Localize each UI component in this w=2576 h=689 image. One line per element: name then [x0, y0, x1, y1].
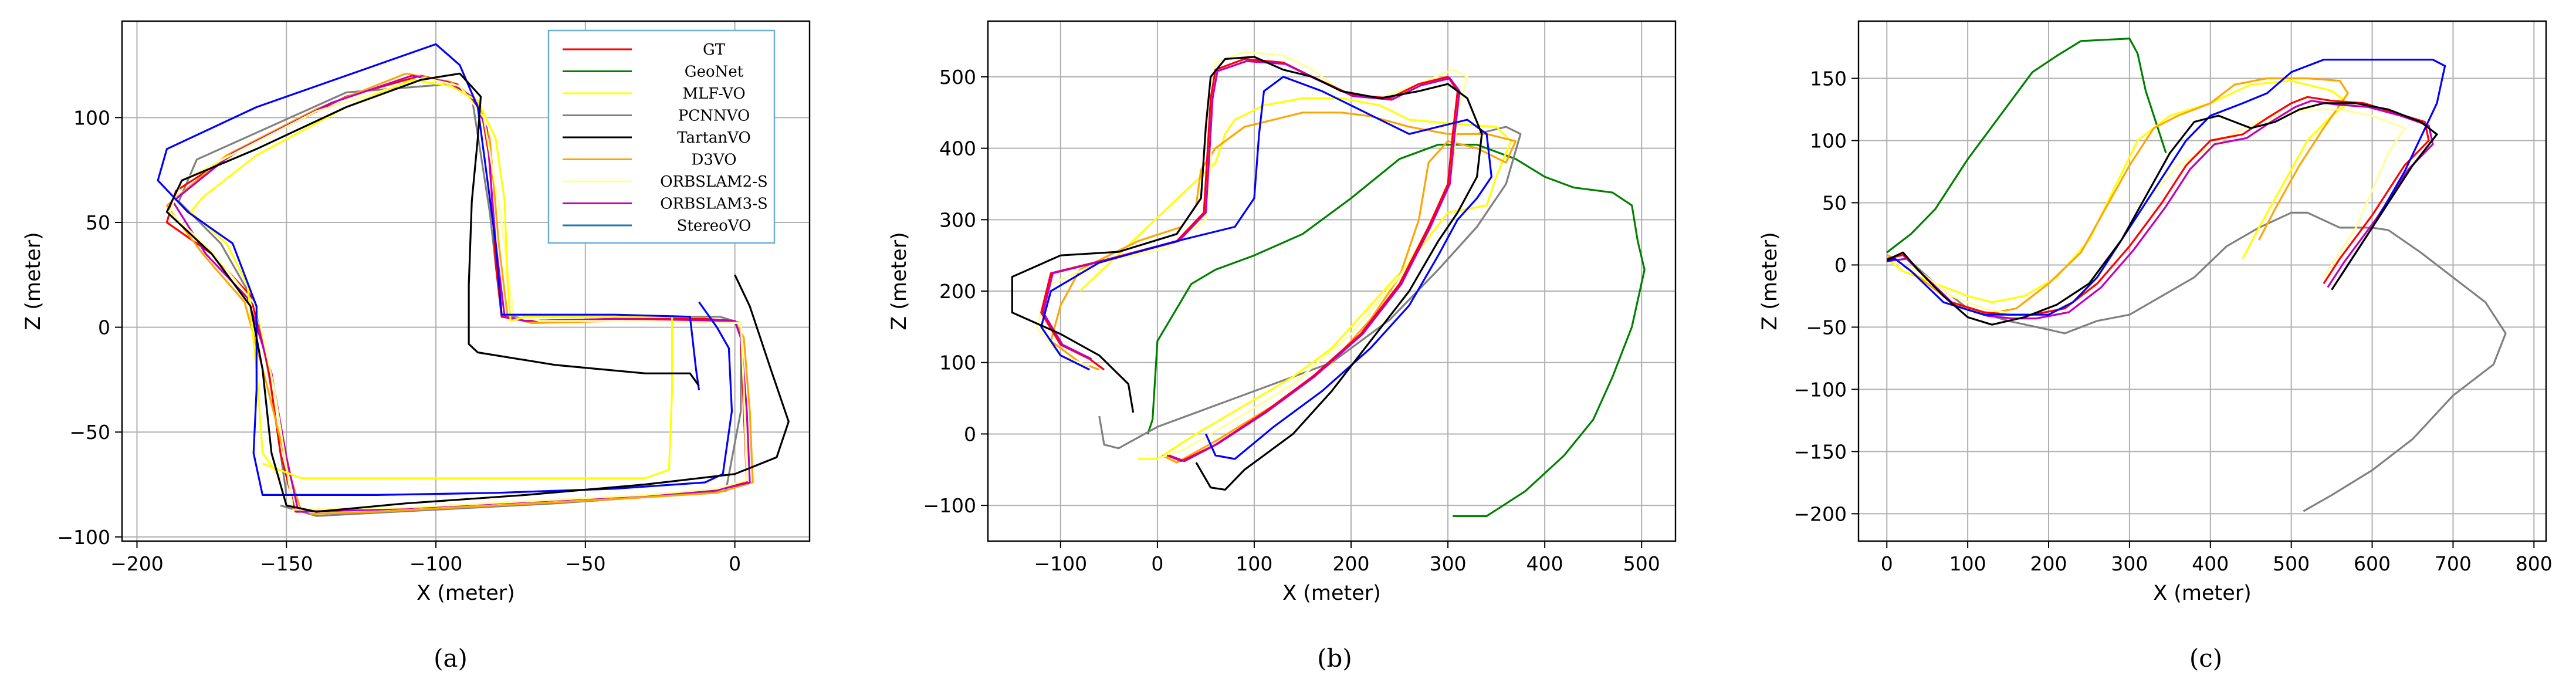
y-tick-label: 100: [939, 352, 976, 374]
panel-caption: (a): [434, 644, 468, 673]
x-tick-label: −150: [260, 552, 313, 575]
series-tartanvo: [165, 72, 790, 513]
x-tick-label: 600: [2354, 552, 2391, 575]
panel-caption: (c): [2189, 644, 2222, 673]
x-tick-label: −100: [1034, 552, 1087, 575]
y-tick-label: 100: [73, 106, 110, 129]
series-pcnnvo: [1098, 126, 1522, 450]
y-tick-label: −50: [69, 421, 110, 444]
y-tick-label: 500: [939, 66, 976, 89]
y-tick-label: 50: [1822, 191, 1847, 214]
x-tick-label: 0: [729, 552, 741, 575]
panel-caption: (b): [1317, 644, 1352, 673]
legend-label: ORBSLAM2-S: [660, 173, 768, 191]
series-d3vo: [165, 72, 754, 515]
legend-label: MLF-VO: [682, 85, 745, 103]
legend-label: ORBSLAM3-S: [660, 195, 768, 213]
plot-frame: [1857, 20, 2547, 542]
x-tick-label: 200: [1333, 552, 1370, 575]
y-tick-label: 150: [1810, 67, 1847, 90]
y-tick-label: −150: [1793, 440, 1847, 463]
legend-label: StereoVO: [677, 217, 752, 235]
x-tick-label: −50: [565, 552, 606, 575]
series-d3vo: [1050, 112, 1517, 464]
x-tick-label: 0: [1881, 552, 1893, 575]
plot-frame: [121, 20, 811, 542]
legend-label: PCNNVO: [678, 107, 750, 125]
x-tick-label: 800: [2516, 552, 2553, 575]
x-tick-label: 100: [1235, 552, 1272, 575]
x-tick-label: −100: [409, 552, 463, 575]
chart-panel-3: 0 100 200 300 400 500 600 700 800−200−150−100−50…: [1758, 20, 2553, 673]
x-tick-label: 200: [2030, 552, 2067, 575]
chart-panel-1: −200 −150 −100 −50 0 −100 −50 0 50 100 X (meter) Z …: [22, 20, 811, 673]
y-tick-label: 0: [1834, 254, 1847, 276]
y-tick-label: −50: [1806, 316, 1847, 339]
plot-frame: [987, 20, 1677, 542]
y-tick-label: 300: [939, 208, 976, 231]
x-tick-label: 700: [2435, 552, 2472, 575]
x-tick-label: 0: [1151, 552, 1163, 575]
series-tartanvo: [1011, 56, 1483, 491]
series-geonet: [1886, 38, 2167, 254]
series-d3vo: [1886, 77, 2349, 316]
y-tick-label: 100: [1810, 129, 1847, 152]
x-tick-label: 400: [2192, 552, 2229, 575]
series-mlf-vo: [1886, 80, 2349, 303]
x-axis-label: X (meter): [1282, 582, 1381, 605]
y-tick-label: −200: [1793, 502, 1847, 525]
legend-label: TartanVO: [677, 129, 751, 147]
y-axis-label: Z (meter): [888, 232, 911, 330]
x-tick-label: 100: [1949, 552, 1986, 575]
x-tick-label: 400: [1526, 552, 1563, 575]
y-axis-label: Z (meter): [22, 232, 45, 330]
legend-label: D3VO: [691, 151, 736, 169]
y-tick-label: −100: [57, 526, 110, 549]
x-tick-label: 300: [2111, 552, 2148, 575]
x-axis-label: X (meter): [2153, 582, 2252, 605]
legend: GT GeoNet MLF-VO PCNNVO TartanVO D3VO ORBSLAM2…: [547, 29, 776, 244]
legend-label: GeoNet: [685, 63, 744, 81]
y-tick-label: −100: [1793, 378, 1847, 401]
series-tartanvo: [1886, 102, 2438, 326]
series-mlf-vo: [189, 79, 673, 479]
y-tick-label: 400: [939, 137, 976, 160]
y-tick-label: 200: [939, 280, 976, 303]
legend-label: GT: [703, 41, 726, 59]
series-gt: [1886, 96, 2430, 316]
x-tick-label: 300: [1430, 552, 1467, 575]
chart-panel-2: −100 0 100 200 300 400 500 −100 0 100 200 300 400 500…: [888, 20, 1677, 673]
y-tick-label: 50: [86, 211, 110, 234]
series-stereovo: [157, 43, 733, 496]
series-stereovo: [1886, 59, 2446, 316]
y-tick-label: 0: [98, 316, 110, 339]
y-tick-label: −100: [923, 494, 976, 517]
y-tick-label: 0: [964, 423, 976, 445]
x-tick-label: 500: [1623, 552, 1660, 575]
x-axis-label: X (meter): [417, 582, 515, 605]
series-stereovo: [1040, 76, 1492, 460]
y-axis-label: Z (meter): [1758, 232, 1782, 330]
series-pcnnvo: [1886, 211, 2507, 512]
series-mlf-vo: [1079, 97, 1512, 460]
series-geonet: [1146, 143, 1646, 517]
x-tick-label: −200: [110, 552, 164, 575]
x-tick-label: 500: [2273, 552, 2310, 575]
